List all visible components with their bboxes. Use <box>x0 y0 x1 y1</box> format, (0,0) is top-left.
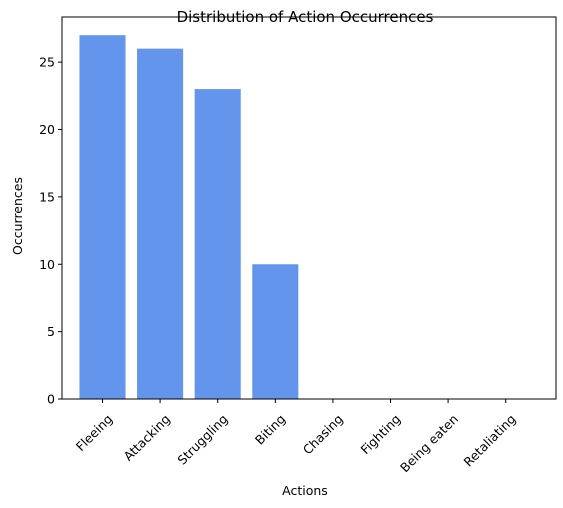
bars-group <box>79 35 299 399</box>
x-tick-label-chasing: Chasing <box>300 411 346 457</box>
x-tick-label-fleeing: Fleeing <box>73 411 116 454</box>
y-tick-label-20: 20 <box>39 122 55 137</box>
bar-attacking <box>137 48 184 399</box>
x-tick-label-attacking: Attacking <box>121 411 174 464</box>
bar-biting <box>252 264 299 399</box>
bar-struggling <box>194 89 241 399</box>
x-tick-label-struggling: Struggling <box>174 411 230 467</box>
x-tick-label-retaliating: Retaliating <box>460 411 518 469</box>
y-tick-label-10: 10 <box>39 257 55 272</box>
x-axis-title: Actions <box>282 483 328 498</box>
x-tick-label-biting: Biting <box>252 411 288 447</box>
x-tick-label-fighting: Fighting <box>358 411 404 457</box>
plot-frame <box>61 16 557 400</box>
y-axis-ticks: 0 5 10 15 20 25 <box>39 55 62 407</box>
bar-fleeing <box>79 35 126 399</box>
y-tick-label-15: 15 <box>39 189 55 204</box>
y-tick-label-25: 25 <box>39 55 55 70</box>
x-axis-ticks: Fleeing Attacking Struggling Biting Chasing F… <box>73 399 519 475</box>
x-tick-label-being-eaten: Being eaten <box>397 411 461 475</box>
y-tick-label-5: 5 <box>47 324 55 339</box>
y-axis-title: Occurrences <box>10 177 25 255</box>
y-tick-label-0: 0 <box>47 392 55 407</box>
